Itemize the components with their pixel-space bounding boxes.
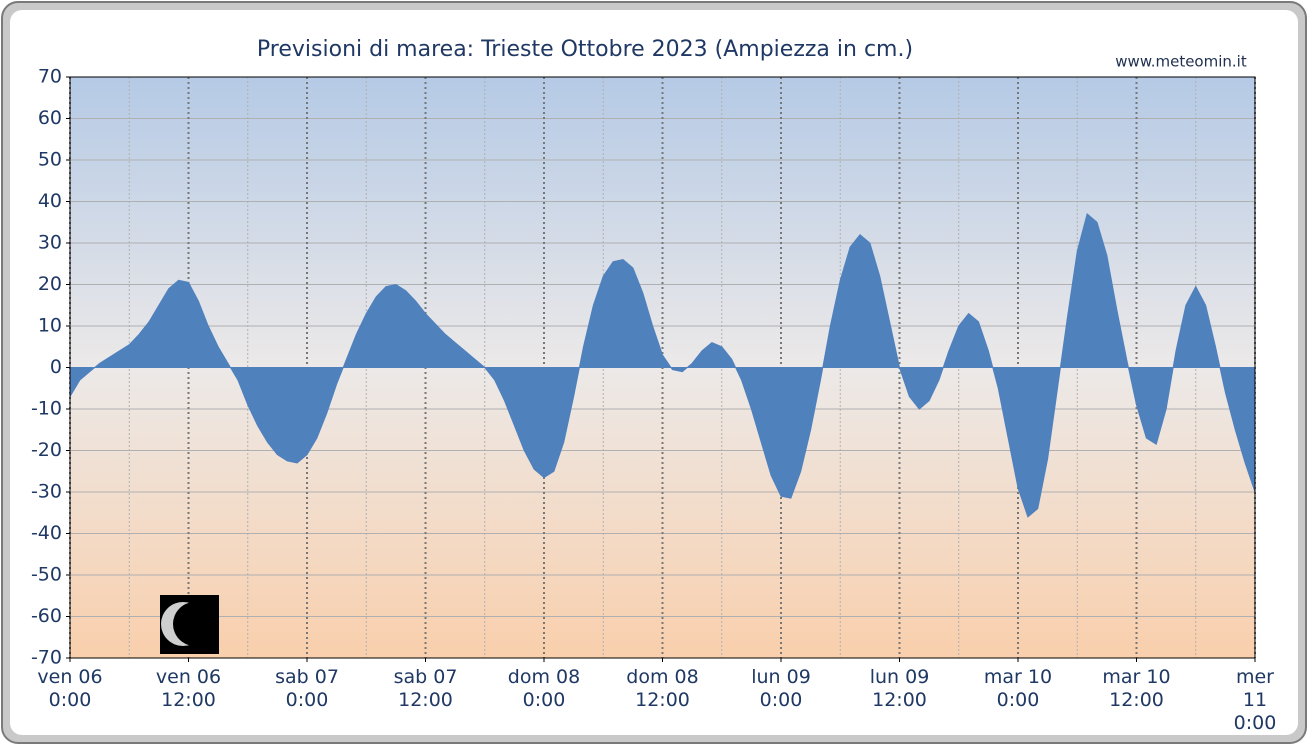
y-tick-label: -70: [31, 647, 62, 669]
y-tick-label: -60: [31, 605, 62, 627]
y-tick-label: -30: [31, 481, 62, 503]
y-tick-label: 60: [38, 107, 62, 129]
x-tick-label: mar 10 12:00: [1102, 666, 1171, 711]
tide-area: [69, 213, 1256, 518]
x-tick-label: ven 06 12:00: [155, 666, 222, 711]
moon-icon: [160, 595, 219, 654]
y-tick-label: 20: [38, 273, 62, 295]
y-tick-label: -10: [31, 398, 62, 420]
y-tick-label: -20: [31, 439, 62, 461]
y-tick-label: -40: [31, 522, 62, 544]
x-tick-label: lun 09 12:00: [869, 666, 930, 711]
x-tick-label: mar 10 0:00: [983, 666, 1053, 711]
y-tick-label: -50: [31, 564, 62, 586]
x-tick-label: sab 07 12:00: [393, 666, 458, 711]
chart-title: Previsioni di marea: Trieste Ottobre 202…: [257, 37, 913, 62]
x-tick-label: lun 09 0:00: [751, 666, 811, 711]
x-tick-label: mer 11 0:00: [1233, 666, 1277, 734]
y-tick-label: 70: [38, 66, 62, 88]
x-tick-label: ven 06 0:00: [37, 666, 103, 711]
y-tick-label: 10: [38, 315, 62, 337]
y-tick-label: 40: [38, 190, 62, 212]
x-tick-label: dom 08 0:00: [507, 666, 581, 711]
y-tick-label: 30: [38, 232, 62, 254]
x-tick-label: sab 07 0:00: [275, 666, 339, 711]
source-label: www.meteomin.it: [1115, 53, 1247, 71]
x-tick-label: dom 08 12:00: [626, 666, 699, 711]
y-tick-label: 50: [38, 149, 62, 171]
y-tick-label: 0: [50, 356, 62, 378]
